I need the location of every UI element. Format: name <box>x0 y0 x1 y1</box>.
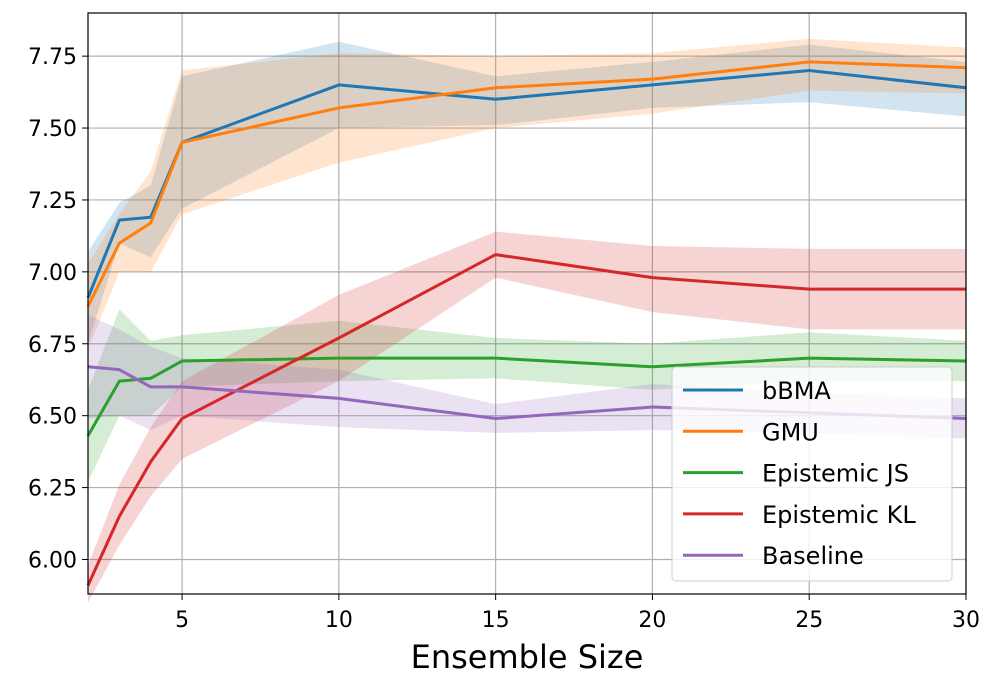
y-tick-label: 6.25 <box>28 477 77 502</box>
legend-label-gmu: GMU <box>762 418 819 446</box>
x-tick-label: 5 <box>175 608 189 633</box>
y-tick-label: 7.25 <box>28 189 77 214</box>
y-tick-label: 6.75 <box>28 333 77 358</box>
legend: bBMA GMU Epistemic JS Epistemic KL Baseline <box>671 366 953 582</box>
x-tick-label: 10 <box>325 608 353 633</box>
epistemic-kl-band <box>88 231 966 603</box>
legend-frame <box>671 366 953 582</box>
y-tick-label: 7.50 <box>28 117 77 142</box>
x-tick-label: 15 <box>482 608 510 633</box>
y-tick-label: 6.00 <box>28 548 77 573</box>
y-tick-label: 7.00 <box>28 261 77 286</box>
epistemic-js-line <box>86 356 967 437</box>
legend-label-epistemic-js: Epistemic JS <box>762 460 909 488</box>
bbma-line <box>86 69 967 299</box>
legend-label-baseline: Baseline <box>762 542 864 570</box>
bbma-band <box>88 41 966 344</box>
legend-label-bbma: bBMA <box>762 377 831 405</box>
x-tick-label: 25 <box>795 608 823 633</box>
x-axis-label: Ensemble Size <box>411 638 644 676</box>
gmu-line <box>86 60 967 308</box>
y-tick-label: 6.50 <box>28 405 77 430</box>
epistemic-js-band <box>88 309 966 482</box>
x-axis-ticks: 5 10 15 20 25 30 <box>175 594 980 633</box>
legend-label-epistemic-kl: Epistemic KL <box>762 501 916 529</box>
epistemic-kl-line <box>86 253 966 586</box>
x-tick-label: 20 <box>638 608 666 633</box>
y-tick-label: 7.75 <box>28 45 77 70</box>
y-axis-ticks: 6.00 6.25 6.50 6.75 7.00 7.25 7.50 7.75 <box>28 45 88 573</box>
plot-frame <box>87 12 967 595</box>
gmu-band <box>88 38 966 350</box>
x-tick-label: 30 <box>952 608 980 633</box>
